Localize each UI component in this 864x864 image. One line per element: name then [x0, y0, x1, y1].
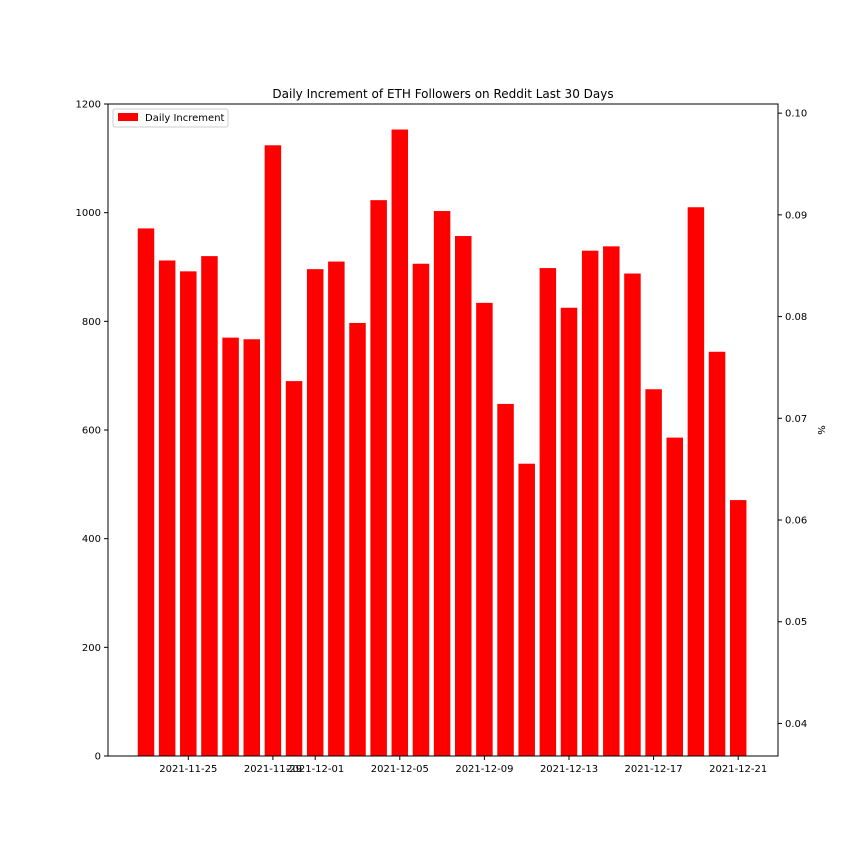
x-tick-label: 2021-12-01	[286, 764, 344, 775]
left-tick-label: 0	[95, 752, 101, 763]
right-tick-label: 0.08	[785, 312, 807, 323]
plot-frame	[107, 103, 779, 757]
x-tick-label: 2021-11-29	[244, 764, 302, 775]
bar-2021-12-03	[349, 322, 366, 756]
bars-group	[137, 129, 747, 757]
bar-2021-12-01	[306, 269, 324, 756]
right-tick-label: 0.06	[785, 516, 807, 527]
bar-2021-11-27	[222, 337, 239, 756]
bar-2021-11-30	[285, 381, 303, 756]
bar-2021-12-15	[603, 246, 620, 756]
bar-2021-11-28	[243, 339, 260, 756]
bar-2021-12-09	[476, 302, 493, 756]
bar-2021-12-08	[455, 236, 472, 756]
bar-2021-12-10	[497, 403, 514, 756]
bar-2021-12-11	[518, 463, 535, 756]
bar-2021-12-05	[391, 129, 409, 757]
bar-2021-12-02	[328, 261, 345, 756]
bar-2021-12-12	[539, 268, 557, 756]
bar-2021-12-16	[624, 273, 641, 756]
left-tick-label: 200	[82, 643, 101, 654]
right-y-axis-label: %	[815, 425, 826, 435]
left-y-axis: 0 200 400 600 800 1000 1200	[76, 100, 108, 763]
left-tick-label: 1200	[76, 100, 101, 111]
bar-2021-12-18	[666, 437, 683, 756]
left-tick-label: 1000	[76, 208, 101, 219]
bar-2021-12-06	[412, 263, 430, 756]
right-y-axis: 0.04 0.05 0.06 0.07 0.08 0.09 0.10	[778, 109, 807, 730]
bar-2021-11-24	[158, 260, 176, 756]
right-tick-label: 0.10	[785, 109, 807, 120]
bar-2021-12-13	[560, 307, 578, 756]
left-tick-label: 800	[82, 317, 101, 328]
chart-title: Daily Increment of ETH Followers on Redd…	[272, 87, 613, 101]
x-tick-label: 2021-12-05	[371, 764, 429, 775]
bar-2021-12-14	[581, 250, 599, 756]
x-tick-label: 2021-11-25	[159, 764, 217, 775]
bar-2021-11-23	[137, 228, 155, 757]
bar-2021-11-26	[201, 256, 218, 756]
right-tick-label: 0.04	[785, 719, 807, 730]
right-tick-label: 0.07	[785, 414, 807, 425]
legend-label: Daily Increment	[145, 113, 225, 124]
x-tick-label: 2021-12-09	[455, 764, 513, 775]
bar-2021-12-21	[729, 500, 747, 756]
bar-2021-11-29	[264, 145, 282, 757]
right-tick-label: 0.05	[785, 617, 807, 628]
legend-swatch	[118, 113, 138, 121]
x-tick-label: 2021-12-13	[540, 764, 598, 775]
bar-2021-12-19	[687, 207, 705, 757]
bar-2021-12-17	[645, 389, 662, 756]
bar-2021-12-07	[433, 211, 451, 757]
bar-2021-12-20	[708, 351, 726, 756]
left-tick-label: 600	[82, 426, 101, 437]
legend: Daily Increment	[112, 108, 229, 128]
legend-frame	[112, 108, 229, 128]
bar-2021-12-04	[370, 200, 387, 757]
right-tick-label: 0.09	[785, 210, 807, 221]
bar-2021-11-25	[180, 271, 197, 756]
left-tick-label: 400	[82, 534, 101, 545]
x-tick-label: 2021-12-17	[625, 764, 683, 775]
x-tick-label: 2021-12-21	[709, 764, 767, 775]
